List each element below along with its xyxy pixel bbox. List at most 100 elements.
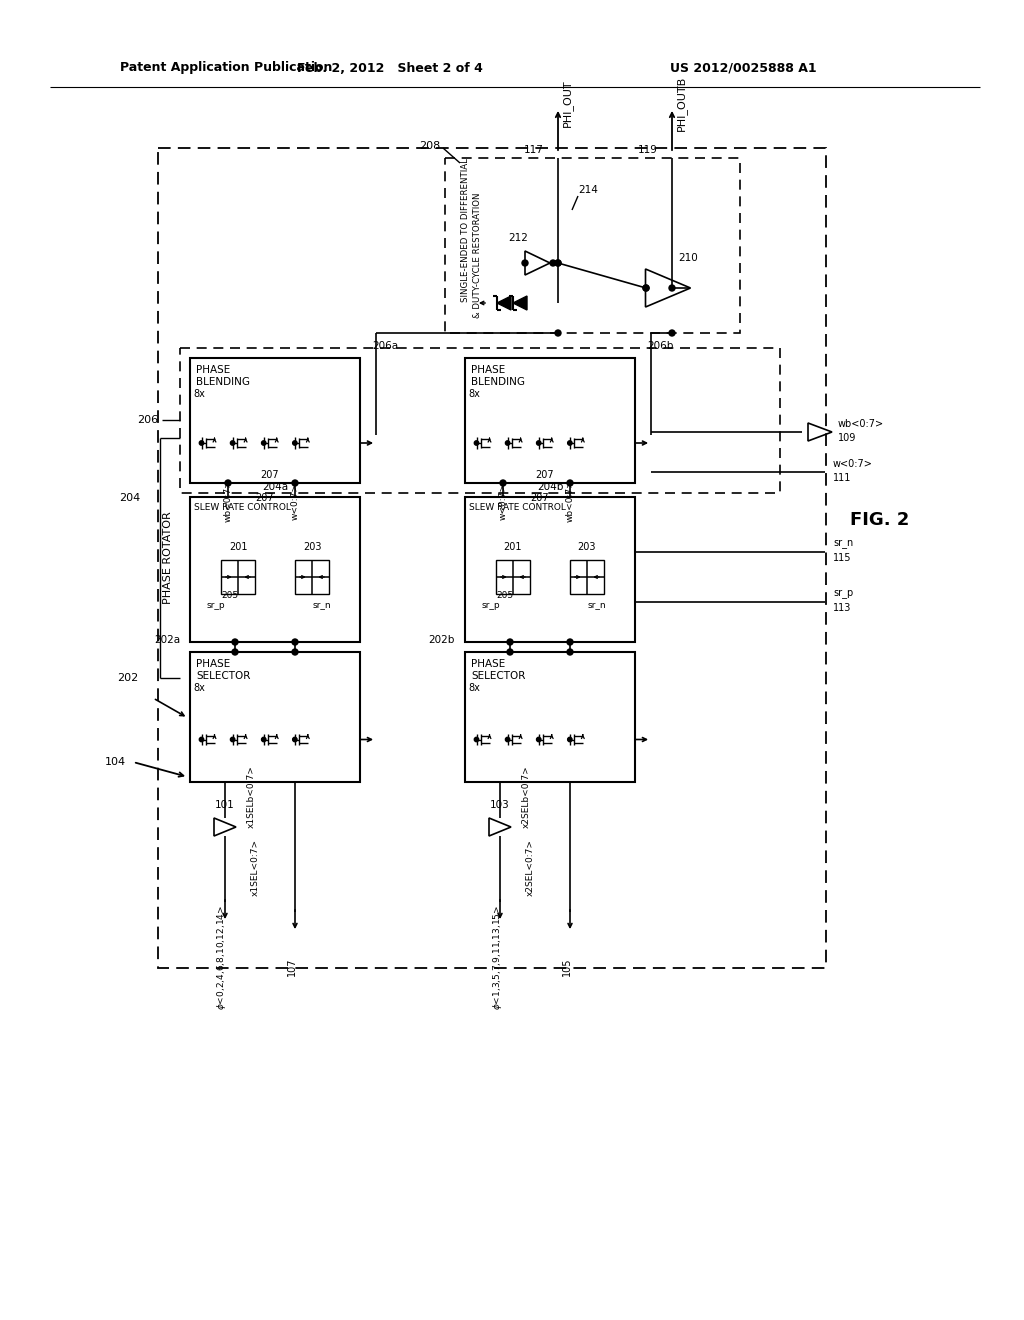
Text: 201: 201	[228, 543, 247, 552]
Circle shape	[507, 649, 513, 655]
Circle shape	[474, 441, 478, 445]
Bar	[445, 158, 740, 333]
Text: 207: 207	[256, 492, 274, 503]
Polygon shape	[513, 296, 527, 310]
Text: PHASE: PHASE	[196, 659, 230, 669]
Text: 109: 109	[838, 433, 856, 444]
Text: 208: 208	[419, 141, 440, 150]
Circle shape	[293, 738, 297, 742]
Bar	[180, 348, 780, 492]
Text: sr_n: sr_n	[588, 601, 606, 610]
Text: 205: 205	[221, 590, 239, 599]
Text: w<0:7>: w<0:7>	[833, 459, 872, 469]
Text: sr_n: sr_n	[312, 601, 332, 610]
Text: x1SEL<0:7>: x1SEL<0:7>	[251, 838, 259, 895]
Text: w<0:7>: w<0:7>	[499, 483, 508, 520]
Text: 207: 207	[261, 470, 280, 480]
Text: wb<0:7>: wb<0:7>	[223, 479, 232, 523]
Text: 207: 207	[536, 470, 554, 480]
Circle shape	[261, 738, 266, 742]
Circle shape	[474, 738, 478, 742]
Bar	[158, 148, 826, 968]
Text: $\phi$<0,2,4,6,8,10,12,14>: $\phi$<0,2,4,6,8,10,12,14>	[215, 904, 228, 1010]
Text: 201: 201	[504, 543, 522, 552]
Text: 202b: 202b	[429, 635, 455, 645]
Text: 210: 210	[678, 253, 697, 263]
Text: $\phi$<1,3,5,7,9,11,13,15>: $\phi$<1,3,5,7,9,11,13,15>	[490, 904, 504, 1010]
Text: 203: 203	[578, 543, 596, 552]
Circle shape	[567, 639, 573, 645]
Text: US 2012/0025888 A1: US 2012/0025888 A1	[670, 62, 816, 74]
Text: 206b: 206b	[647, 341, 673, 351]
Text: PHASE: PHASE	[196, 366, 230, 375]
Text: Patent Application Publication: Patent Application Publication	[120, 62, 333, 74]
Text: 206: 206	[137, 414, 158, 425]
Bar	[465, 652, 635, 781]
Text: 203: 203	[303, 543, 322, 552]
Circle shape	[506, 738, 510, 742]
Text: 207: 207	[530, 492, 549, 503]
Circle shape	[230, 441, 234, 445]
Circle shape	[506, 441, 510, 445]
Circle shape	[643, 285, 649, 290]
Text: 8x: 8x	[193, 682, 205, 693]
Text: sr_p: sr_p	[833, 589, 853, 599]
Text: SELECTOR: SELECTOR	[196, 671, 251, 681]
Text: 206a: 206a	[372, 341, 398, 351]
Circle shape	[555, 260, 561, 267]
Text: SLEW RATE CONTROL: SLEW RATE CONTROL	[194, 503, 291, 511]
Text: 202a: 202a	[154, 635, 180, 645]
Text: SLEW RATE CONTROL: SLEW RATE CONTROL	[469, 503, 566, 511]
Text: 111: 111	[833, 473, 851, 483]
Circle shape	[669, 330, 675, 337]
Text: SINGLE-ENDED TO DIFFERENTIAL: SINGLE-ENDED TO DIFFERENTIAL	[461, 158, 469, 302]
Text: sr_p: sr_p	[207, 601, 225, 610]
Text: w<0:7>: w<0:7>	[291, 483, 299, 520]
Text: 113: 113	[833, 603, 851, 612]
Text: sr_n: sr_n	[833, 539, 853, 549]
Text: wb<0:7>: wb<0:7>	[838, 418, 884, 429]
Circle shape	[550, 260, 556, 267]
Text: 115: 115	[833, 553, 852, 564]
Bar	[221, 560, 255, 594]
Circle shape	[567, 738, 572, 742]
Text: FIG. 2: FIG. 2	[850, 511, 909, 529]
Bar	[465, 358, 635, 483]
Circle shape	[225, 480, 231, 486]
Bar	[190, 498, 360, 642]
Circle shape	[567, 441, 572, 445]
Circle shape	[292, 480, 298, 486]
Text: 8x: 8x	[193, 389, 205, 399]
Text: 204a: 204a	[262, 482, 288, 492]
Bar	[190, 358, 360, 483]
Text: Feb. 2, 2012   Sheet 2 of 4: Feb. 2, 2012 Sheet 2 of 4	[297, 62, 483, 74]
Circle shape	[537, 738, 541, 742]
Text: 101: 101	[215, 800, 234, 810]
Bar	[190, 652, 360, 781]
Text: x2SEL<0:7>: x2SEL<0:7>	[525, 838, 535, 895]
Text: 8x: 8x	[468, 682, 480, 693]
Bar	[496, 560, 530, 594]
Text: 117: 117	[524, 145, 544, 154]
Bar	[465, 498, 635, 642]
Text: PHI_OUTB: PHI_OUTB	[676, 75, 687, 131]
Text: 107: 107	[287, 958, 297, 977]
Circle shape	[555, 330, 561, 337]
Text: 105: 105	[562, 958, 572, 977]
Bar	[295, 560, 329, 594]
Circle shape	[200, 441, 204, 445]
Circle shape	[200, 738, 204, 742]
Text: PHI_OUT: PHI_OUT	[562, 79, 572, 127]
Text: 202: 202	[117, 673, 138, 682]
Text: PHASE: PHASE	[471, 659, 505, 669]
Text: BLENDING: BLENDING	[471, 378, 525, 387]
Text: 205: 205	[497, 590, 514, 599]
Text: 8x: 8x	[468, 389, 480, 399]
Circle shape	[522, 260, 528, 267]
Text: PHASE: PHASE	[471, 366, 505, 375]
Circle shape	[261, 441, 266, 445]
Text: x1SELb<0:7>: x1SELb<0:7>	[247, 766, 256, 829]
Circle shape	[507, 639, 513, 645]
Text: 103: 103	[490, 800, 510, 810]
Text: 104: 104	[104, 756, 126, 767]
